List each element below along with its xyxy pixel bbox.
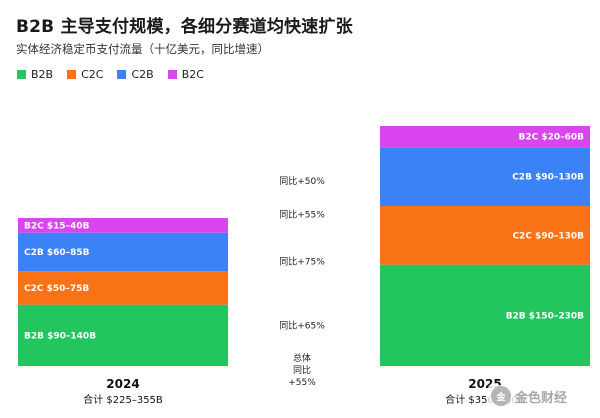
growth-label-c2b: 同比+55%: [279, 208, 325, 220]
bar-label-c2b-2025: C2B $90–130B: [512, 173, 584, 183]
bar-label-b2c-2024: B2C $15–40B: [24, 221, 90, 231]
bar-label-c2b-2024: C2B $60–85B: [24, 248, 90, 258]
legend-swatch-b2b: [17, 70, 26, 79]
bar-label-c2c-2025: C2C $90–130B: [512, 231, 584, 241]
bar-segment-c2b-2025: [380, 147, 590, 206]
legend-label-c2b: C2B: [131, 68, 154, 81]
legend-label-b2b: B2B: [31, 68, 54, 81]
legend-item-c2c: C2C: [67, 68, 103, 81]
bar-segment-c2c-2025: [380, 206, 590, 265]
legend-item-c2b: C2B: [117, 68, 154, 81]
bar-label-b2b-2024: B2B $90–140B: [24, 331, 96, 341]
growth-label-b2b: 同比+65%: [279, 319, 325, 331]
bar-segment-c2c-2024: [18, 271, 228, 305]
legend-label-b2c: B2C: [181, 68, 204, 81]
bar-label-b2c-2025: B2C $20–60B: [518, 133, 584, 143]
legend-swatch-c2c: [67, 70, 77, 79]
total-label-2024: 合计 $225–355B: [83, 393, 163, 406]
growth-label-c2c: 同比+75%: [279, 256, 325, 268]
bar-label-c2c-2024: C2C $50–75B: [24, 284, 89, 294]
legend-label-c2c: C2C: [81, 68, 104, 81]
chart-title: B2B 主导支付规模，各细分赛道均快速扩张: [16, 17, 353, 37]
bar-segment-b2c-2024: [18, 218, 228, 233]
legend-swatch-b2c: [167, 70, 177, 79]
overall-growth-line-2: +55%: [288, 378, 316, 388]
coin-logo-icon: 金: [491, 386, 511, 406]
legend-item-b2b: B2B: [17, 68, 53, 81]
bar-segment-c2b-2024: [18, 232, 228, 272]
bar-label-b2b-2025: B2B $150–230B: [506, 311, 584, 321]
year-label-2024: 2024: [106, 377, 139, 391]
bar-segment-b2b-2025: [380, 264, 590, 366]
watermark-text: 金色财经: [515, 390, 568, 406]
watermark: 金 金色财经: [488, 385, 573, 407]
bar-segment-b2c-2025: [380, 126, 590, 148]
growth-label-b2c: 同比+50%: [279, 175, 325, 187]
bar-segment-b2b-2024: [18, 304, 228, 366]
legend-swatch-c2b: [117, 70, 127, 79]
overall-growth-line-1: 同比: [293, 364, 311, 376]
legend-item-b2c: B2C: [167, 68, 204, 81]
overall-growth-line-0: 总体: [293, 352, 311, 364]
legend: B2B C2C C2B B2C: [17, 68, 204, 81]
chart-subtitle: 实体经济稳定币支付流量（十亿美元，同比增速）: [16, 42, 269, 56]
